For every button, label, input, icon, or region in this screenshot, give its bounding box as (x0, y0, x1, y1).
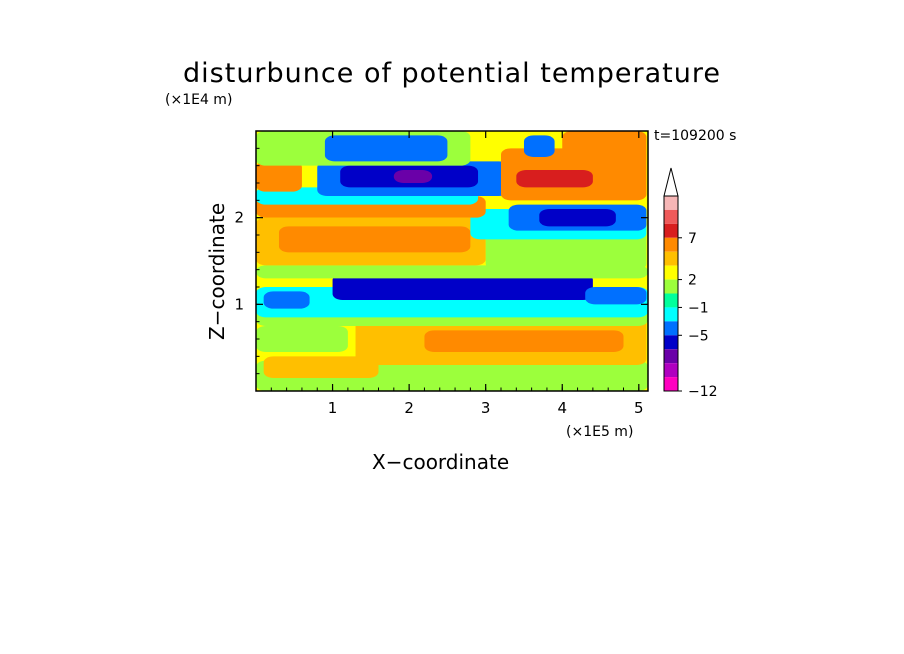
x-axis-label: X−coordinate (372, 450, 510, 474)
colorbar-bin (664, 321, 678, 336)
colorbar-bin (664, 237, 678, 252)
colorbar-label: −12 (688, 384, 718, 400)
colorbar-bin (664, 307, 678, 322)
x-tick-label: 5 (634, 399, 644, 417)
colorbar-label: −5 (688, 328, 709, 344)
colorbar-frame (663, 195, 679, 392)
colorbar-bin (664, 279, 678, 294)
field-band (562, 131, 647, 162)
y-axis: 12 (234, 147, 648, 375)
colorbar-bin (664, 335, 678, 350)
colorbar-bin (664, 251, 678, 266)
field-band (516, 170, 593, 188)
field-band (523, 135, 555, 157)
colorbar-bin (664, 196, 678, 210)
field-band (324, 135, 448, 162)
colorbar-bin (664, 293, 678, 308)
colorbar-bin (664, 363, 678, 378)
field-band (256, 326, 348, 352)
field-band (278, 226, 471, 253)
plot-frame (255, 130, 649, 392)
field-band (256, 161, 302, 192)
field-band (332, 274, 593, 300)
y-tick-label: 1 (234, 295, 244, 313)
field-band (424, 330, 624, 352)
colorbar-label: 2 (688, 273, 697, 289)
chart-title: disturbunce of potential temperature (183, 58, 721, 89)
x-tick-label: 2 (404, 399, 414, 417)
x-tick-label: 1 (328, 399, 338, 417)
field-band (263, 356, 379, 378)
colorbar-bin (664, 349, 678, 364)
field-band (263, 291, 310, 309)
colorbar-extend-arrow (663, 167, 679, 197)
y-axis-unit: (×1E4 m) (165, 92, 233, 108)
x-axis: 1 2 3 4 5 (270, 131, 644, 417)
contour-field (256, 131, 648, 391)
colorbar-bin (664, 377, 678, 391)
colorbar-label: 7 (688, 231, 697, 247)
y-tick-label: 2 (234, 209, 244, 227)
x-axis-unit: (×1E5 m) (566, 424, 634, 440)
colorbar-label: −1 (688, 300, 709, 316)
colorbar-bin (664, 265, 678, 280)
x-tick-label: 4 (557, 399, 567, 417)
colorbar: 7 2 −1 −5 −12 (663, 167, 718, 400)
field-band (585, 287, 647, 305)
time-label: t=109200 s (654, 128, 737, 144)
x-tick-label: 3 (481, 399, 491, 417)
colorbar-bin (664, 223, 678, 238)
field-band (539, 209, 616, 227)
field-band (393, 170, 433, 183)
colorbar-bin (664, 209, 678, 224)
